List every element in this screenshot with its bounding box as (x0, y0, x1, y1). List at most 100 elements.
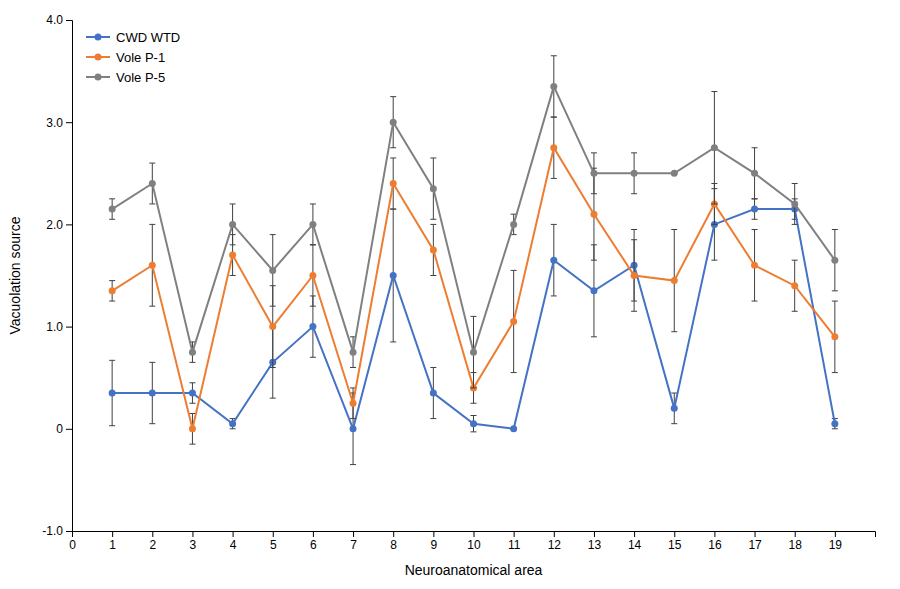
error-bars (109, 56, 838, 388)
point (510, 221, 517, 228)
point (671, 170, 678, 177)
error-bar-cap (310, 244, 316, 245)
tick-mark (233, 531, 234, 537)
error-bar (551, 56, 557, 117)
error-bar-cap (390, 147, 396, 148)
error-bar-cap (109, 301, 115, 302)
error-bar (430, 158, 436, 219)
x-axis-title: Neuroanatomical area (405, 562, 543, 578)
series (109, 56, 839, 388)
error-bar (832, 301, 838, 373)
tick: 5 (270, 531, 277, 552)
line (112, 148, 835, 429)
point (309, 272, 316, 279)
tick-label: 3.0 (46, 116, 63, 130)
tick-mark (66, 224, 72, 225)
series (109, 189, 839, 465)
error-bar (390, 97, 396, 148)
error-bar (792, 184, 798, 225)
error-bar-cap (109, 198, 115, 199)
point (309, 323, 316, 330)
legend-item: Vole P-1 (86, 50, 165, 65)
tick-label: 16 (708, 538, 722, 552)
point (671, 277, 678, 284)
tick-label: -1.0 (42, 524, 63, 538)
tick: 2 (149, 531, 156, 552)
tick-mark (554, 531, 555, 537)
tick: 15 (668, 531, 682, 552)
tick-label: 14 (628, 538, 642, 552)
point (229, 252, 236, 259)
tick-label: 9 (431, 538, 438, 552)
point (189, 349, 196, 356)
tick-label: 1 (109, 538, 116, 552)
error-bar-cap (671, 423, 677, 424)
tick-label: 19 (829, 538, 843, 552)
tick-mark (474, 531, 475, 537)
chart: 012345678910111213141516171819-1.001.02.… (0, 0, 900, 589)
point (109, 390, 116, 397)
tick: 10 (467, 531, 481, 552)
tick: 4 (230, 531, 237, 552)
error-bar-cap (350, 418, 356, 419)
error-bar-cap (792, 183, 798, 184)
error-bar-cap (471, 403, 477, 404)
tick: 16 (708, 531, 722, 552)
error-bar (511, 270, 517, 372)
error-bar-cap (109, 360, 115, 361)
error-bar-cap (551, 117, 557, 118)
error-bar-cap (591, 336, 597, 337)
tick-mark (66, 429, 72, 430)
tick-label: 0 (56, 422, 63, 436)
point (229, 420, 236, 427)
error-bar-cap (149, 423, 155, 424)
tick-label: 5 (270, 538, 277, 552)
error-bar-cap (591, 193, 597, 194)
error-bar-cap (390, 209, 396, 210)
tick-label: 11 (508, 538, 521, 552)
point (831, 420, 838, 427)
error-bar-cap (430, 157, 436, 158)
point (671, 405, 678, 412)
error-bar-cap (109, 425, 115, 426)
error-bar-cap (511, 270, 517, 271)
error-bar-cap (390, 209, 396, 210)
error-bar-cap (832, 372, 838, 373)
error-bar (310, 245, 316, 306)
x-axis-line (73, 532, 876, 538)
error-bar-cap (511, 372, 517, 373)
tick: 7 (350, 531, 357, 552)
error-bar (752, 148, 758, 199)
error-bar-cap (310, 244, 316, 245)
error-bar-cap (189, 413, 195, 414)
point (189, 390, 196, 397)
error-bar-cap (832, 301, 838, 302)
legend-marker (95, 34, 102, 41)
error-bar-cap (711, 203, 717, 204)
point (229, 221, 236, 228)
error-bar-cap (109, 219, 115, 220)
error-bar-cap (711, 224, 717, 225)
error-bar (832, 230, 838, 291)
legend-item: CWD WTD (86, 30, 180, 45)
error-bar-cap (310, 357, 316, 358)
error-bar (149, 224, 155, 306)
tick: 19 (829, 531, 843, 552)
tick-mark (634, 531, 635, 537)
point (390, 119, 397, 126)
error-bar-cap (551, 117, 557, 118)
point (590, 287, 597, 294)
error-bar-cap (792, 260, 798, 261)
tick-label: 1.0 (46, 320, 63, 334)
error-bar-cap (671, 393, 677, 394)
tick-label: 7 (350, 538, 357, 552)
tick-mark (514, 531, 515, 537)
point (751, 170, 758, 177)
error-bar (711, 92, 717, 204)
error-bar-cap (631, 311, 637, 312)
tick-mark (313, 531, 314, 537)
point (390, 272, 397, 279)
error-bar-cap (471, 387, 477, 388)
error-bar-cap (471, 415, 477, 416)
point (350, 425, 357, 432)
